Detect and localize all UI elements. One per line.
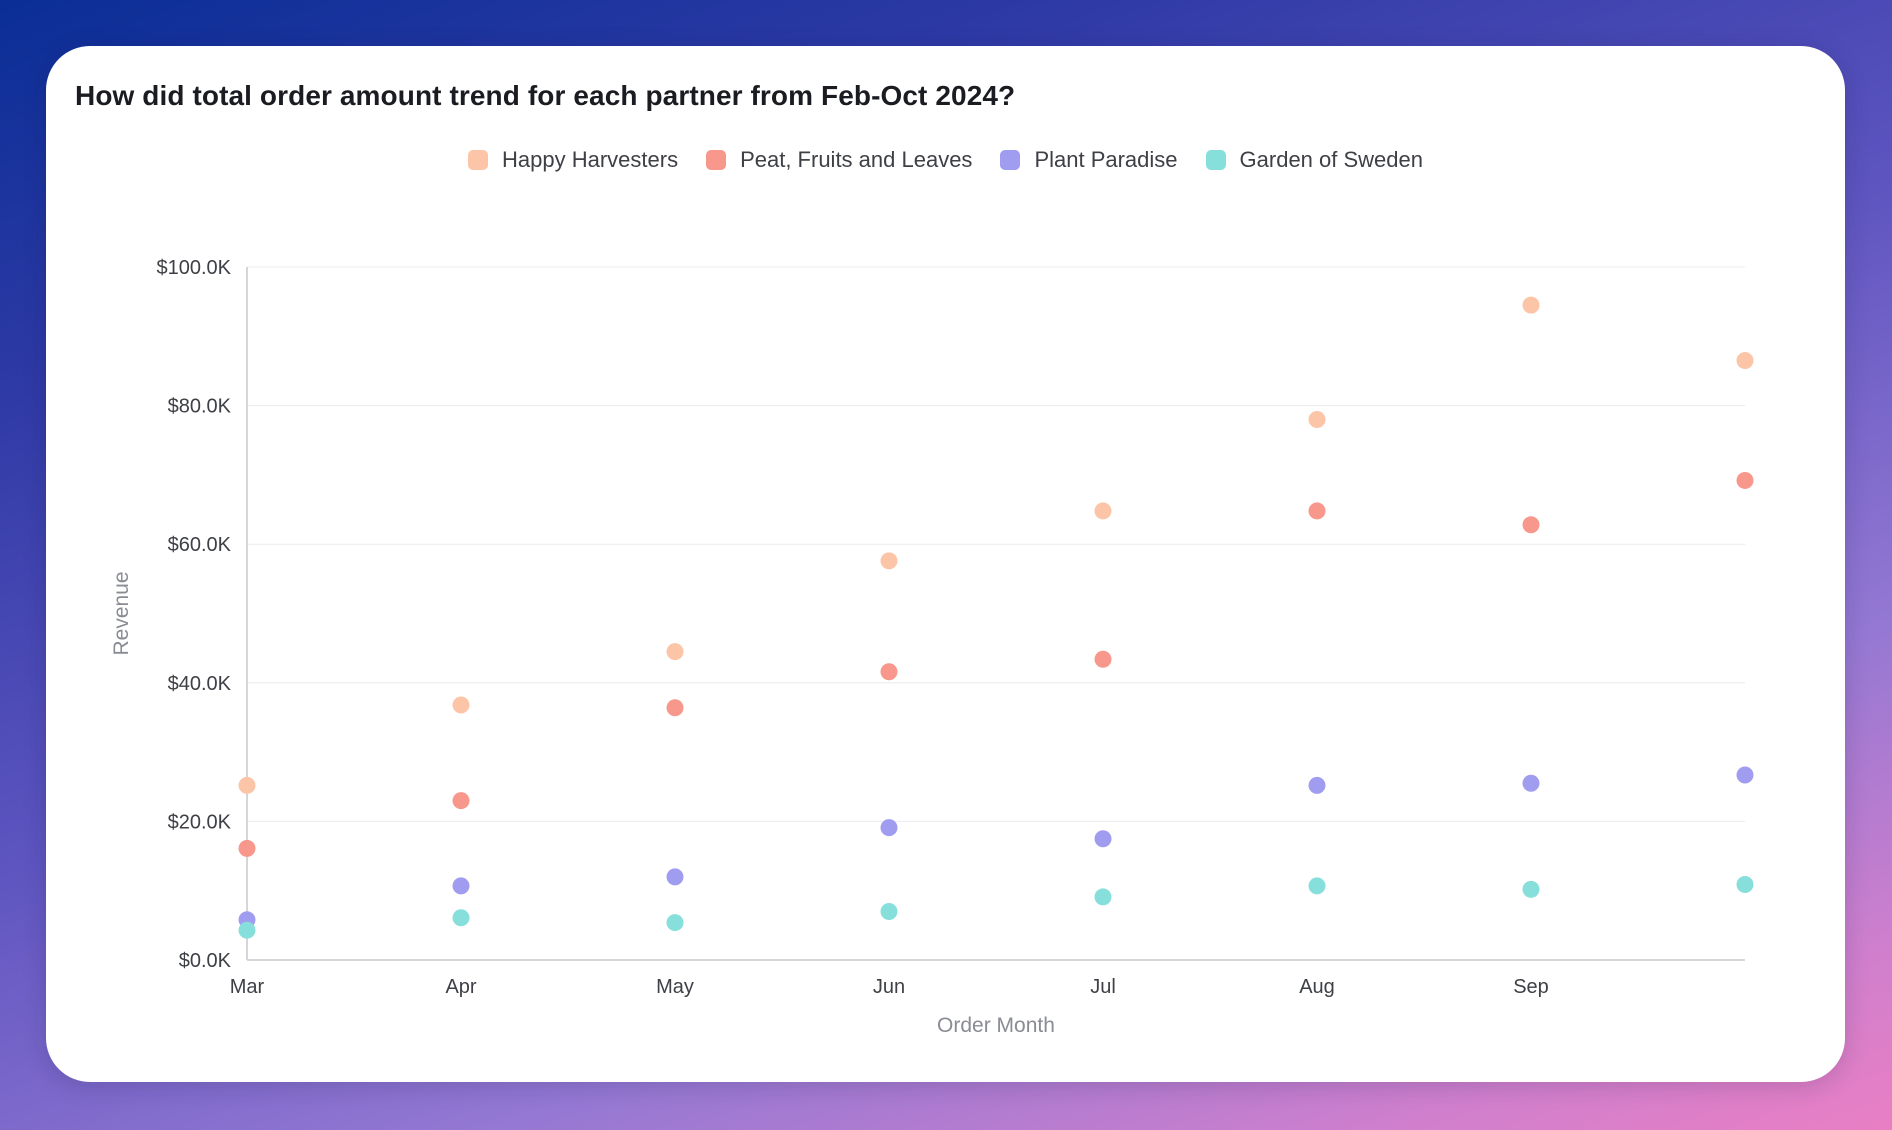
data-point[interactable] <box>238 776 256 794</box>
data-point[interactable] <box>1736 875 1754 893</box>
legend-swatch <box>1205 150 1226 170</box>
data-point[interactable] <box>880 663 898 681</box>
legend-swatch <box>468 150 488 170</box>
legend-label: Happy Harvesters <box>502 147 679 172</box>
data-point[interactable] <box>880 819 898 837</box>
x-tick-label: May <box>656 976 694 998</box>
x-tick-labels: Mar Apr May Jun Jul Aug Sep <box>230 976 1549 998</box>
y-tick-label: $0.0K <box>179 950 232 972</box>
x-axis-title: Order Month <box>937 1014 1055 1037</box>
data-point[interactable] <box>1094 830 1112 848</box>
legend-label: Garden of Sweden <box>1239 147 1423 172</box>
data-point[interactable] <box>452 877 470 895</box>
y-axis-title: Revenue <box>110 571 133 655</box>
data-point[interactable] <box>1736 471 1754 489</box>
chart-card: How did total order amount trend for eac… <box>46 46 1845 1082</box>
data-point[interactable] <box>1308 877 1326 895</box>
data-point[interactable] <box>880 902 898 920</box>
data-point[interactable] <box>1736 352 1754 370</box>
data-point[interactable] <box>880 552 898 570</box>
x-tick-label: Jul <box>1090 976 1116 998</box>
legend-label: Peat, Fruits and Leaves <box>740 147 973 172</box>
legend-item-happy-harvesters[interactable]: Happy Harvesters <box>468 147 678 173</box>
data-point[interactable] <box>1094 502 1112 520</box>
legend-swatch <box>706 150 727 170</box>
data-point[interactable] <box>238 921 256 939</box>
data-points <box>238 296 1754 939</box>
y-tick-label: $100.0K <box>156 257 231 279</box>
data-point[interactable] <box>1522 774 1540 792</box>
data-point[interactable] <box>1308 776 1326 794</box>
legend-item-garden-of-sweden[interactable]: Garden of Sweden <box>1205 147 1423 173</box>
data-point[interactable] <box>452 696 470 714</box>
data-point[interactable] <box>666 868 684 886</box>
x-tick-label: Aug <box>1299 976 1335 998</box>
chart-title: How did total order amount trend for eac… <box>75 80 1016 111</box>
scatter-plot: $0.0K $20.0K $40.0K $60.0K $80.0K $100.0K Mar… <box>110 257 1754 1037</box>
legend-label: Plant Paradise <box>1034 147 1178 172</box>
data-point[interactable] <box>666 699 684 717</box>
legend-item-peat-fruits-and-leaves[interactable]: Peat, Fruits and Leaves <box>706 147 972 173</box>
chart-legend: Happy Harvesters Peat, Fruits and Leaves… <box>46 147 1845 173</box>
x-tick-label: Mar <box>230 976 265 998</box>
y-tick-label: $40.0K <box>168 673 232 695</box>
x-tick-label: Apr <box>445 976 476 998</box>
grid-lines <box>247 266 1745 822</box>
data-point[interactable] <box>1094 650 1112 668</box>
data-point[interactable] <box>452 792 470 810</box>
data-point[interactable] <box>1522 296 1540 314</box>
data-point[interactable] <box>1308 502 1326 520</box>
y-tick-label: $60.0K <box>168 534 232 556</box>
data-point[interactable] <box>666 914 684 932</box>
data-point[interactable] <box>1094 888 1112 906</box>
data-point[interactable] <box>238 839 256 857</box>
data-point[interactable] <box>666 643 684 661</box>
y-tick-label: $20.0K <box>168 811 232 833</box>
data-point[interactable] <box>1736 766 1754 784</box>
data-point[interactable] <box>1308 410 1326 428</box>
x-tick-label: Sep <box>1513 976 1549 998</box>
legend-item-plant-paradise[interactable]: Plant Paradise <box>1000 147 1178 173</box>
data-point[interactable] <box>1522 516 1540 534</box>
x-tick-label: Jun <box>873 976 905 998</box>
y-tick-label: $80.0K <box>168 396 232 418</box>
data-point[interactable] <box>452 909 470 927</box>
legend-swatch <box>1000 150 1021 170</box>
axes <box>246 267 1745 961</box>
data-point[interactable] <box>1522 880 1540 898</box>
y-tick-labels: $0.0K $20.0K $40.0K $60.0K $80.0K $100.0K <box>156 257 231 972</box>
